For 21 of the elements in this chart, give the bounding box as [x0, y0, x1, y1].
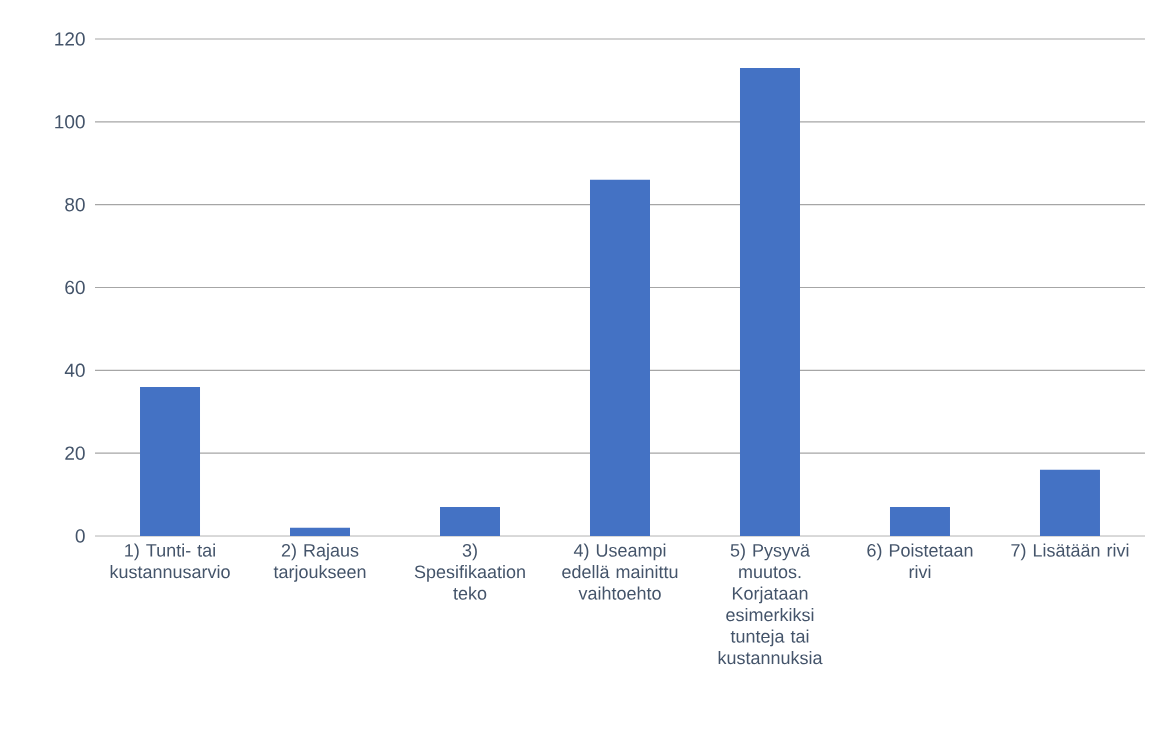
x-tick-label: 3) Spesifikaation teko [414, 543, 525, 600]
bar [290, 527, 350, 536]
x-tick-label: 6) Poistetaan rivi [867, 543, 973, 579]
bar [889, 506, 950, 536]
y-tick-label: 80 [65, 197, 85, 212]
y-tick-label: 0 [75, 529, 85, 543]
x-tick-label: 2) Rajaus tarjoukseen [273, 543, 366, 582]
y-tick-label: 20 [65, 446, 85, 460]
y-tick-label: 100 [55, 115, 85, 129]
y-tick-label: 40 [64, 363, 85, 378]
x-tick-label: 4) Useampi edellä mainittu vaihtoehto [562, 543, 678, 600]
bar [440, 506, 500, 536]
bar [590, 179, 650, 536]
y-tick-label: 60 [65, 280, 85, 295]
bar [740, 67, 800, 536]
x-tick-label: 7) Lisätään rivi [1011, 543, 1129, 561]
x-tick-label: 1) Tunti- tai kustannusarvio [110, 543, 230, 579]
x-tick-label: 5) Pysyvä muutos. Korjataan esimerkiksi tunteja tai kustannuksia [718, 543, 823, 665]
bar [1039, 469, 1100, 536]
y-tick-label: 120 [55, 32, 85, 46]
bar [140, 386, 201, 536]
